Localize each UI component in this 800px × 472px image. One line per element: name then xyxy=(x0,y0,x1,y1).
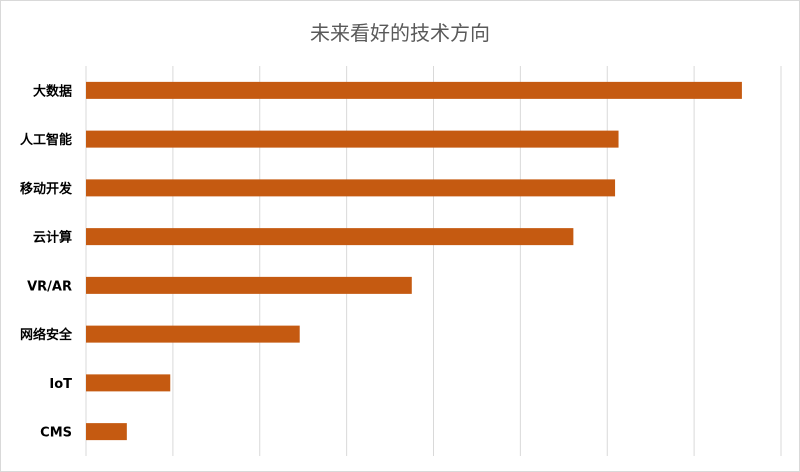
chart-title: 未来看好的技术方向 xyxy=(310,21,490,45)
category-label: CMS xyxy=(40,426,72,441)
category-label: 人工智能 xyxy=(20,132,72,148)
category-label: 移动开发 xyxy=(20,181,73,197)
category-label: IoT xyxy=(49,377,72,392)
bar xyxy=(86,374,171,392)
category-label: 大数据 xyxy=(33,83,72,99)
bar xyxy=(86,325,300,343)
bar xyxy=(86,130,619,148)
bar xyxy=(86,423,127,441)
category-label: VR/AR xyxy=(27,279,72,294)
bar xyxy=(86,276,412,294)
category-label: 云计算 xyxy=(33,230,72,246)
category-label: 网络安全 xyxy=(20,327,73,343)
bar xyxy=(86,228,574,246)
bar xyxy=(86,179,616,197)
bar xyxy=(86,81,742,99)
